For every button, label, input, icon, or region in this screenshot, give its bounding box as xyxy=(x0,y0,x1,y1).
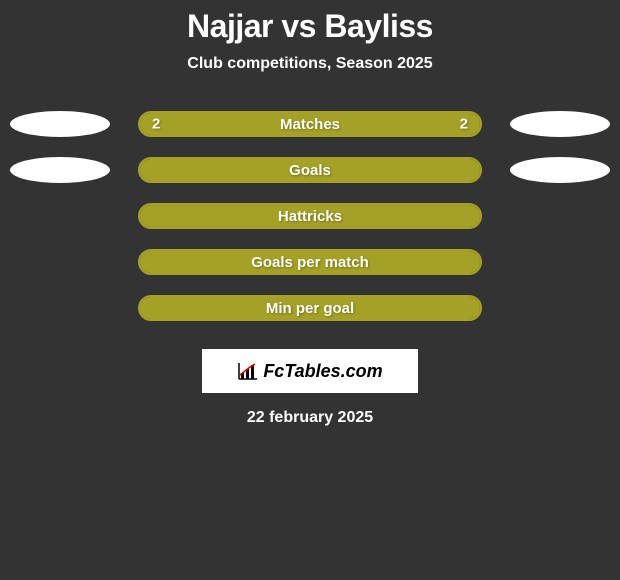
stat-label: Goals xyxy=(289,162,331,179)
page-title: Najjar vs Bayliss xyxy=(0,0,620,45)
footer-date: 22 february 2025 xyxy=(0,409,620,427)
stat-row: Hattricks xyxy=(0,193,620,239)
stat-bar: 2 2 Matches xyxy=(138,111,482,137)
left-avatar-ellipse xyxy=(10,111,110,137)
stat-row: 2 2 Matches xyxy=(0,101,620,147)
stat-bar: Min per goal xyxy=(138,295,482,321)
stats-container: 2 2 Matches Goals Hattricks Goals per match Mi… xyxy=(0,101,620,331)
branding-text: FcTables.com xyxy=(263,361,382,382)
stat-value-right: 2 xyxy=(460,116,468,133)
right-avatar-ellipse xyxy=(510,157,610,183)
stat-row: Goals xyxy=(0,147,620,193)
stat-label: Goals per match xyxy=(251,254,369,271)
branding-logo: FcTables.com xyxy=(237,361,382,382)
chart-icon xyxy=(237,361,259,381)
stat-bar: Hattricks xyxy=(138,203,482,229)
stat-label: Matches xyxy=(280,116,340,133)
page-subtitle: Club competitions, Season 2025 xyxy=(0,55,620,73)
stat-row: Min per goal xyxy=(0,285,620,331)
stat-value-left: 2 xyxy=(152,116,160,133)
stat-label: Min per goal xyxy=(266,300,354,317)
left-avatar-ellipse xyxy=(10,157,110,183)
branding-box: FcTables.com xyxy=(202,349,418,393)
stat-bar: Goals xyxy=(138,157,482,183)
stat-bar: Goals per match xyxy=(138,249,482,275)
right-avatar-ellipse xyxy=(510,111,610,137)
stat-row: Goals per match xyxy=(0,239,620,285)
stat-label: Hattricks xyxy=(278,208,342,225)
